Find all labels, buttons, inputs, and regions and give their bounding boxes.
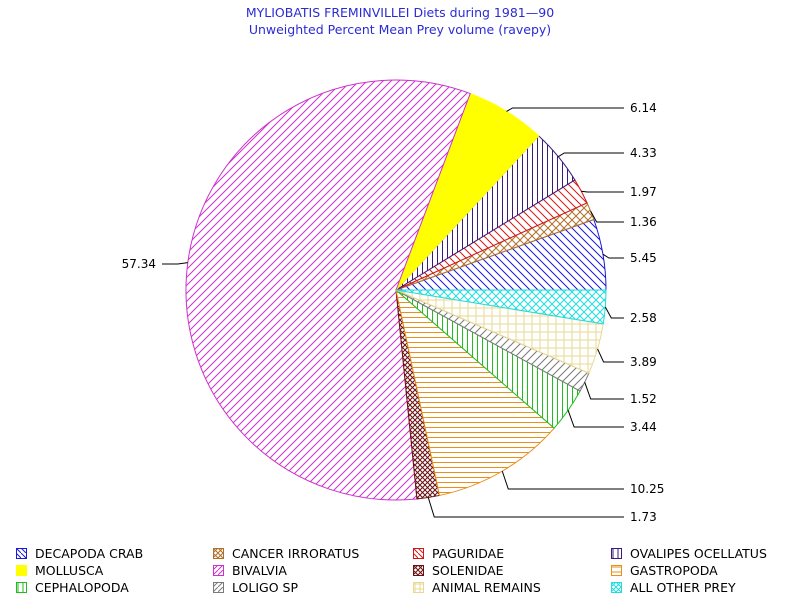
legend-item-loligo-sp: LOLIGO SP bbox=[213, 579, 298, 595]
legend-swatch bbox=[213, 581, 224, 593]
legend-label: DECAPODA CRAB bbox=[35, 545, 144, 561]
leader-line-bivalvia bbox=[162, 262, 188, 265]
leader-line-ovalipes-ocellatus bbox=[558, 152, 624, 158]
legend-label: BIVALVIA bbox=[232, 562, 287, 578]
legend-item-bivalvia: BIVALVIA bbox=[213, 562, 287, 578]
legend-label: GASTROPODA bbox=[630, 562, 718, 578]
legend-swatch bbox=[611, 547, 622, 559]
legend-swatch bbox=[413, 564, 424, 576]
legend-label: LOLIGO SP bbox=[232, 579, 298, 595]
legend-item-all-other-prey: ALL OTHER PREY bbox=[611, 579, 736, 595]
legend-swatch bbox=[16, 564, 27, 576]
leader-line-all-other-prey bbox=[604, 306, 624, 319]
leader-line-mollusca bbox=[506, 107, 624, 112]
leader-line-loligo-sp bbox=[584, 381, 624, 400]
leader-line-animal-remains bbox=[597, 348, 624, 363]
value-label-gastropoda: 10.25 bbox=[630, 482, 664, 496]
legend-label: OVALIPES OCELLATUS bbox=[630, 545, 767, 561]
chart-title: MYLIOBATIS FREMINVILLEI Diets during 198… bbox=[245, 5, 555, 20]
pie-slice-all-other-prey bbox=[395, 289, 607, 325]
legend-item-decapoda-crab: DECAPODA CRAB bbox=[16, 545, 143, 561]
value-label-cephalopoda: 3.44 bbox=[630, 420, 657, 434]
legend-label: ANIMAL REMAINS bbox=[432, 579, 541, 595]
legend-label: CANCER IRRORATUS bbox=[232, 545, 360, 561]
chart-subtitle: Unweighted Percent Mean Prey volume (rav… bbox=[248, 22, 552, 37]
legend-item-animal-remains: ANIMAL REMAINS bbox=[413, 579, 541, 595]
pie-chart: 5.45 1.36 1.97 4.33 6.14 57.34 1.73 10.25 3.44 1.… bbox=[122, 79, 664, 524]
legend-label: CEPHALOPODA bbox=[35, 579, 129, 595]
value-label-cancer-irroratus: 1.36 bbox=[630, 215, 657, 229]
pie-slice-bivalvia bbox=[185, 79, 471, 501]
value-label-mollusca: 6.14 bbox=[630, 101, 657, 115]
legend: DECAPODA CRAB CANCER IRRORATUS PAGURIDAE OV… bbox=[0, 543, 800, 600]
legend-label: SOLENIDAE bbox=[432, 562, 504, 578]
legend-swatch bbox=[16, 581, 27, 593]
leader-line-solenidae bbox=[427, 497, 624, 518]
legend-item-gastropoda: GASTROPODA bbox=[611, 562, 718, 578]
value-label-loligo-sp: 1.52 bbox=[630, 392, 657, 406]
legend-swatch bbox=[16, 547, 27, 559]
legend-item-cephalopoda: CEPHALOPODA bbox=[16, 579, 129, 595]
leader-line-cancer-irroratus bbox=[590, 210, 624, 223]
legend-swatch bbox=[213, 547, 224, 559]
value-label-bivalvia: 57.34 bbox=[122, 257, 156, 271]
value-label-decapoda-crab: 5.45 bbox=[630, 251, 657, 265]
legend-item-paguridae: PAGURIDAE bbox=[413, 545, 504, 561]
legend-swatch bbox=[413, 581, 424, 593]
leader-line-gastropoda bbox=[501, 470, 624, 490]
legend-item-ovalipes-ocellatus: OVALIPES OCELLATUS bbox=[611, 545, 767, 561]
value-label-solenidae: 1.73 bbox=[630, 510, 657, 524]
value-label-all-other-prey: 2.58 bbox=[630, 311, 657, 325]
legend-swatch bbox=[213, 564, 224, 576]
value-label-animal-remains: 3.89 bbox=[630, 355, 657, 369]
value-label-ovalipes-ocellatus: 4.33 bbox=[630, 146, 657, 160]
legend-label: MOLLUSCA bbox=[35, 562, 104, 578]
leader-line-cephalopoda bbox=[567, 410, 624, 428]
leader-line-paguridae bbox=[581, 190, 624, 193]
legend-item-solenidae: SOLENIDAE bbox=[413, 562, 504, 578]
legend-item-mollusca: MOLLUSCA bbox=[16, 562, 103, 578]
value-label-paguridae: 1.97 bbox=[630, 185, 657, 199]
legend-label: ALL OTHER PREY bbox=[630, 579, 736, 595]
legend-swatch bbox=[611, 581, 622, 593]
legend-swatch bbox=[413, 547, 424, 559]
leader-line-decapoda-crab bbox=[602, 253, 624, 259]
legend-item-cancer-irroratus: CANCER IRRORATUS bbox=[213, 545, 359, 561]
legend-swatch bbox=[611, 564, 622, 576]
legend-label: PAGURIDAE bbox=[432, 545, 505, 561]
